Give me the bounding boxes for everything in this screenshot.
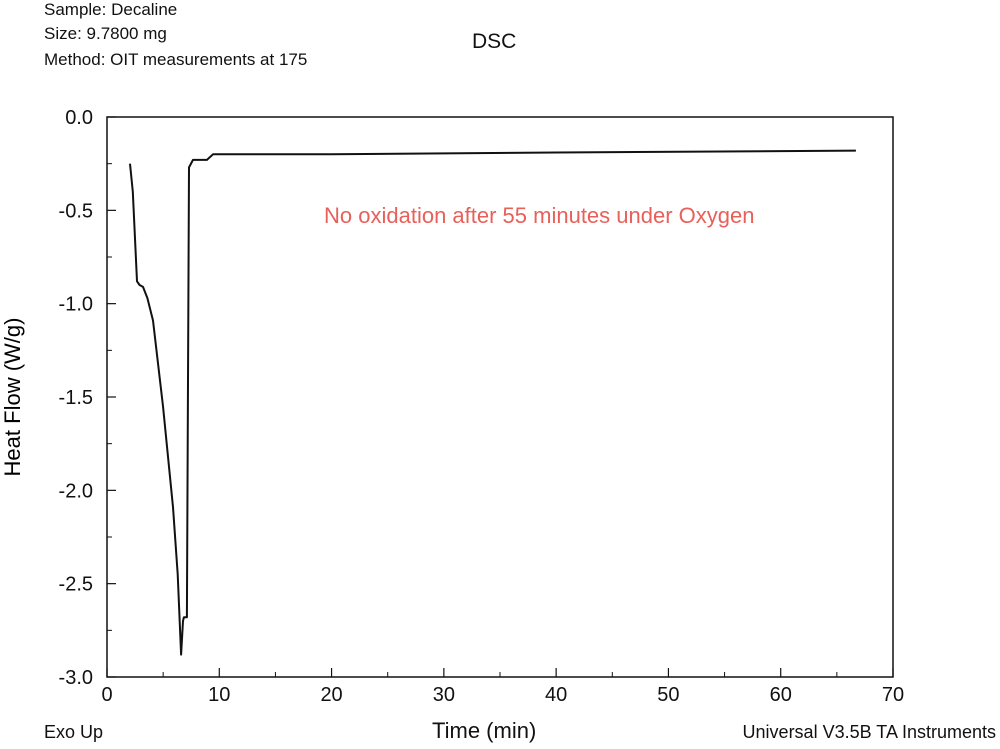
y-tick-label: -0.5 xyxy=(59,200,93,222)
x-tick-label: 30 xyxy=(433,684,455,706)
y-tick-label: -3.0 xyxy=(59,667,93,689)
annotation: No oxidation after 55 minutes under Oxyg… xyxy=(324,203,754,228)
plot-frame xyxy=(106,116,894,678)
y-axis-label: Heat Flow (W/g) xyxy=(0,318,25,477)
x-axis-label: Time (min) xyxy=(432,718,537,743)
y-tick-label: 0.0 xyxy=(65,107,93,129)
y-tick-label: -1.0 xyxy=(59,294,93,316)
size-label: Size: 9.7800 mg xyxy=(44,24,167,43)
exo-up-label: Exo Up xyxy=(44,722,104,742)
y-tick-label: -2.0 xyxy=(59,480,93,502)
x-tick-label: 70 xyxy=(882,684,904,706)
x-tick-label: 0 xyxy=(101,684,112,706)
software-label: Universal V3.5B TA Instruments xyxy=(742,722,996,742)
heat-flow-line xyxy=(129,149,856,656)
x-tick-label: 40 xyxy=(545,684,567,706)
y-tick-label: -2.5 xyxy=(59,574,93,596)
x-tick-label: 10 xyxy=(208,684,230,706)
method-label: Method: OIT measurements at 175 xyxy=(44,50,308,69)
x-tick-label: 60 xyxy=(770,684,792,706)
x-tick-label: 20 xyxy=(320,684,342,706)
sample-label: Sample: Decaline xyxy=(44,0,178,19)
x-tick-label: 50 xyxy=(657,684,679,706)
y-tick-label: -1.5 xyxy=(59,387,93,409)
chart-title: DSC xyxy=(472,30,517,53)
